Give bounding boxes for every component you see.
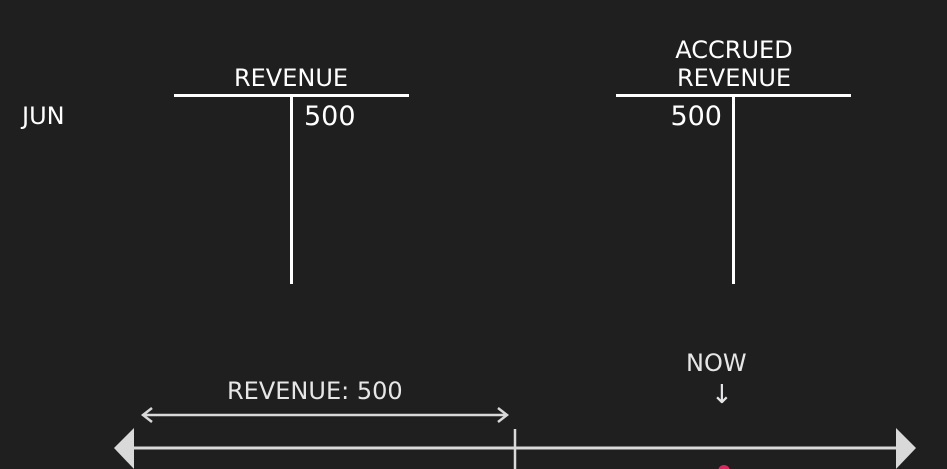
t-account-revenue-top-line [174,94,409,97]
timeline-now-label: NOW [686,349,747,377]
timeline-now-arrow: ↓ [711,380,733,410]
timeline-left-arrowhead [114,428,134,469]
timeline-right-arrowhead [896,428,916,469]
t-account-accrued-revenue-divider [732,96,735,284]
timeline-period-label: REVENUE: 500 [227,377,403,405]
t-account-revenue-divider [290,96,293,284]
t-account-revenue-credit-value: 500 [304,101,356,132]
row-label-month: JUN [22,102,65,130]
t-account-accrued-revenue-title-line1: ACCRUED [675,36,793,64]
t-account-accrued-revenue-debit-value: 500 [670,101,722,132]
t-account-accrued-revenue-top-line [616,94,851,97]
t-account-accrued-revenue-title-line2: REVENUE [676,64,792,92]
period-span-arrow [140,407,510,423]
now-marker-dot [718,465,730,469]
timeline-axis [114,428,916,469]
t-account-revenue-title: REVENUE [233,64,349,92]
